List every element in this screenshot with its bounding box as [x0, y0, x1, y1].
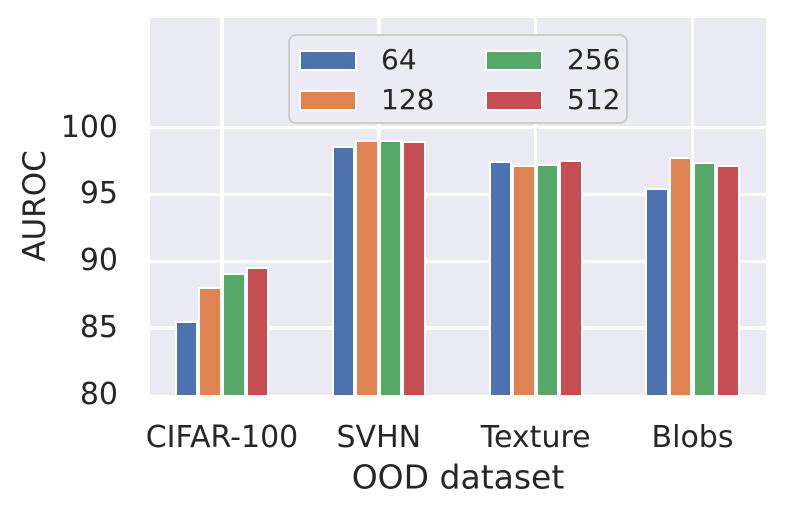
legend-swatch-icon [485, 89, 543, 111]
bar-Texture-256 [535, 163, 560, 395]
x-axis-tick-labels: CIFAR-100 SVHN Texture Blobs [0, 421, 788, 461]
bar-SVHN-64 [331, 146, 356, 395]
bar-CIFAR-100-64 [174, 321, 199, 395]
y-tick-label: 85 [79, 309, 118, 345]
bar-Blobs-64 [645, 187, 669, 395]
bar-CIFAR-100-128 [198, 286, 222, 395]
legend: 64 128 256 512 [288, 34, 628, 124]
bar-CIFAR-100-256 [222, 273, 246, 395]
bar-SVHN-512 [402, 140, 426, 395]
legend-label: 256 [567, 43, 621, 76]
bar-Texture-512 [559, 159, 583, 395]
legend-item: 64 [299, 40, 485, 80]
y-tick-label: 100 [60, 109, 118, 145]
x-tick-label: CIFAR-100 [145, 420, 299, 455]
x-axis-label: OOD dataset [351, 457, 565, 497]
legend-item: 256 [485, 40, 626, 80]
bar-Blobs-512 [716, 164, 740, 395]
x-tick-label: SVHN [336, 420, 422, 455]
legend-item: 512 [485, 80, 626, 120]
legend-swatch-icon [299, 89, 357, 111]
bar-SVHN-256 [378, 139, 403, 395]
legend-label: 64 [381, 43, 417, 76]
legend-swatch-icon [485, 49, 543, 71]
y-tick-label: 80 [79, 376, 118, 412]
gridline-vertical [220, 18, 224, 395]
legend-swatch-icon [299, 49, 357, 71]
y-axis-tick-labels: 80 85 90 95 100 [0, 0, 118, 517]
x-tick-label: Blobs [651, 420, 734, 455]
gridline-horizontal [150, 259, 766, 263]
x-tick-label: Texture [480, 420, 591, 455]
gridline-horizontal [150, 192, 766, 197]
gridline-horizontal [150, 125, 766, 130]
bar-SVHN-128 [355, 139, 379, 395]
legend-item: 128 [299, 80, 485, 120]
y-tick-label: 95 [79, 176, 118, 212]
bar-Texture-128 [512, 164, 536, 395]
bar-Blobs-128 [668, 156, 693, 395]
y-tick-label: 90 [79, 243, 118, 279]
bar-Texture-64 [488, 160, 513, 395]
legend-label: 512 [567, 83, 621, 116]
bar-CIFAR-100-512 [245, 266, 270, 395]
bar-Blobs-256 [692, 162, 717, 395]
gridline-horizontal [150, 326, 766, 330]
legend-label: 128 [381, 83, 435, 116]
